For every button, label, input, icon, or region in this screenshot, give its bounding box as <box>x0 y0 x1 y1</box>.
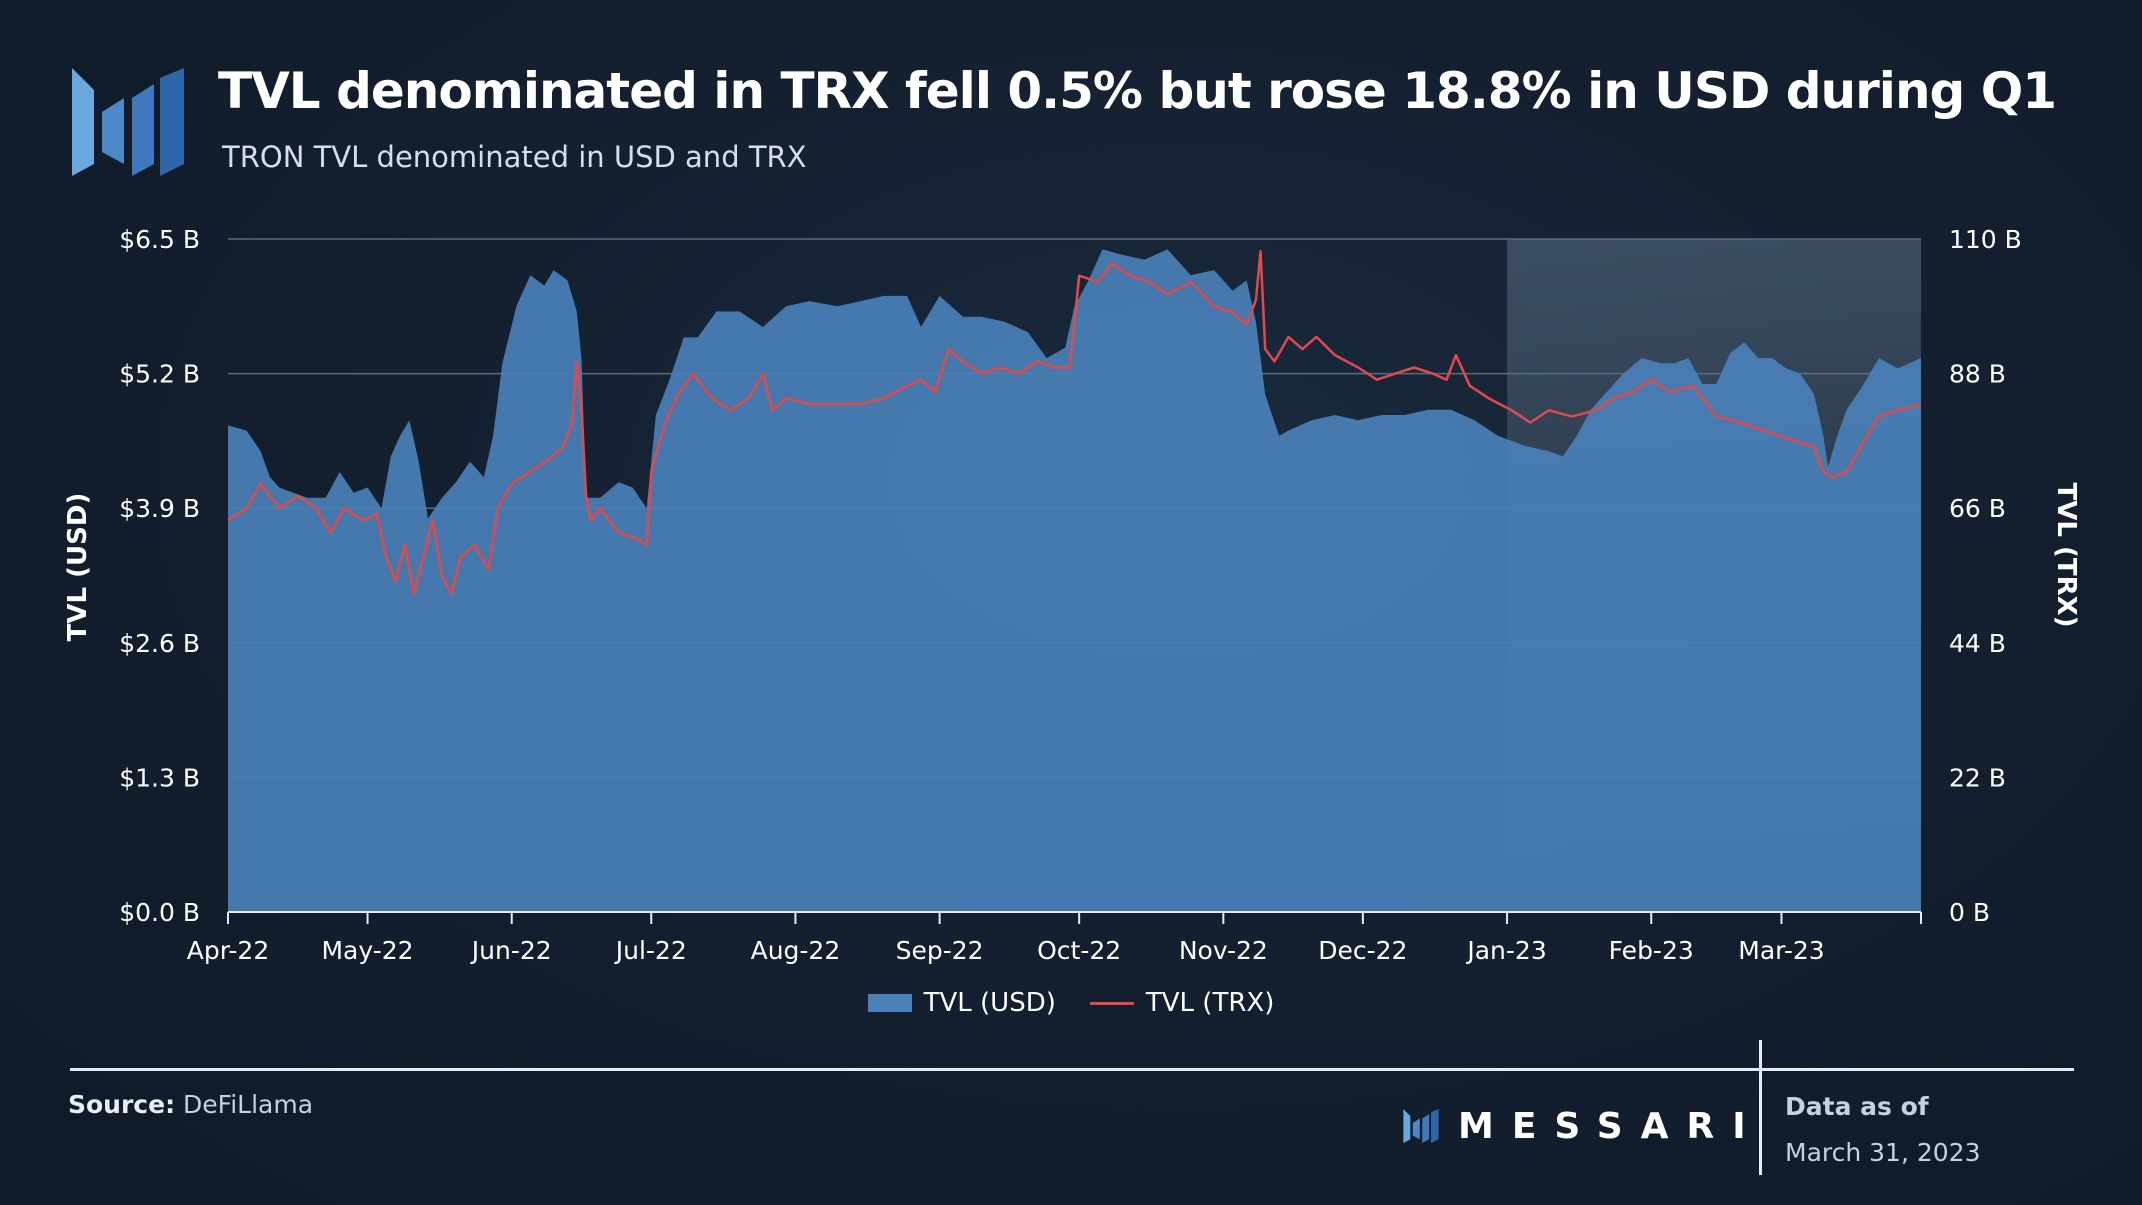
y-left-tick-label: $0.0 B <box>119 898 200 927</box>
chart-title: TVL denominated in TRX fell 0.5% but ros… <box>218 62 2057 120</box>
x-tick-label: Feb-23 <box>1609 936 1694 965</box>
source-value: DeFiLlama <box>183 1090 314 1119</box>
brand: MESSARI <box>1402 1104 1764 1148</box>
y-right-tick-label: 0 B <box>1949 898 1990 927</box>
y-right-tick-label: 66 B <box>1949 494 2006 523</box>
trx-line <box>227 249 1922 596</box>
x-tick-label: Jun-22 <box>470 936 552 965</box>
x-tick-label: Dec-22 <box>1318 936 1407 965</box>
chart-subtitle: TRON TVL denominated in USD and TRX <box>222 140 807 174</box>
legend: TVL (USD) TVL (TRX) <box>0 988 2142 1018</box>
y-axis-right-label: TVL (TRX) <box>2051 482 2081 627</box>
legend-item-usd: TVL (USD) <box>867 988 1056 1018</box>
axes: $0.0 B 0 B $1.3 B 22 B $2.6 B 44 B $3.9 B 66 B $… <box>119 225 2022 965</box>
y-left-tick-label: $1.3 B <box>119 763 200 792</box>
y-axis-left-label: TVL (USD) <box>63 493 93 642</box>
x-tick-label: May-22 <box>321 936 413 965</box>
y-right-tick-label: 22 B <box>1949 763 2006 792</box>
x-tick-label: Jan-23 <box>1465 936 1546 965</box>
legend-label-trx: TVL (TRX) <box>1145 988 1275 1018</box>
legend-swatch-trx <box>1089 1001 1134 1005</box>
data-as-of-date: March 31, 2023 <box>1785 1138 1981 1167</box>
trx-line-layer <box>227 249 1922 596</box>
source-note: Source: DeFiLlama <box>68 1090 313 1119</box>
footer-vertical-divider <box>1759 1040 1762 1175</box>
y-left-tick-label: $5.2 B <box>119 360 200 389</box>
usd-area <box>228 249 1921 912</box>
footer-divider <box>70 1068 2074 1071</box>
brand-wordmark: MESSARI <box>1458 1105 1764 1147</box>
y-left-tick-label: $3.9 B <box>119 494 200 523</box>
x-tick-label: Oct-22 <box>1037 936 1121 965</box>
messari-logo-icon <box>72 68 184 176</box>
legend-swatch-usd <box>867 994 912 1012</box>
y-left-tick-label: $2.6 B <box>119 629 200 658</box>
data-as-of-label: Data as of <box>1785 1092 1929 1121</box>
x-tick-label: Nov-22 <box>1179 936 1268 965</box>
x-tick-label: Apr-22 <box>187 936 269 965</box>
messari-brand-icon <box>1403 1109 1439 1143</box>
source-label: Source: <box>68 1090 176 1119</box>
legend-label-usd: TVL (USD) <box>923 988 1056 1018</box>
x-tick-label: Aug-22 <box>751 936 841 965</box>
legend-item-trx: TVL (TRX) <box>1089 988 1275 1018</box>
y-right-tick-label: 110 B <box>1949 225 2022 254</box>
y-left-tick-label: $6.5 B <box>119 225 200 254</box>
usd-area-layer <box>228 249 1921 912</box>
y-right-tick-label: 44 B <box>1949 629 2006 658</box>
x-tick-label: Mar-23 <box>1738 936 1824 965</box>
x-tick-label: Jul-22 <box>614 936 687 965</box>
x-tick-label: Sep-22 <box>896 936 984 965</box>
y-right-tick-label: 88 B <box>1949 360 2006 389</box>
